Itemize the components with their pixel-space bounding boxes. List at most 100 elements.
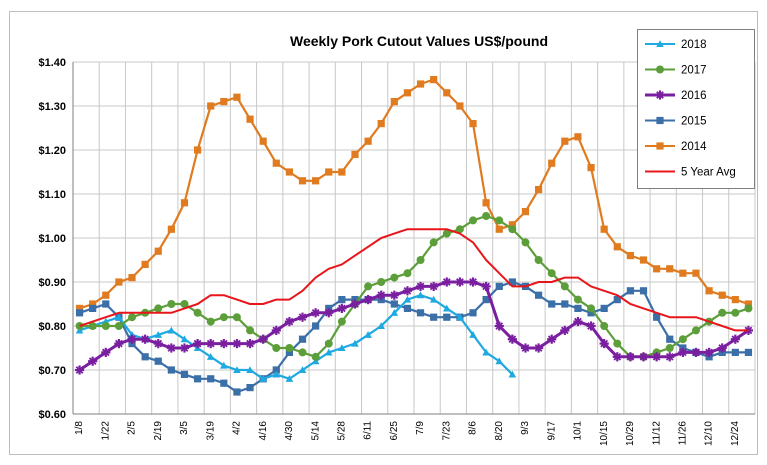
- x-tick-label: 7/9: [415, 421, 426, 435]
- data-point: [167, 225, 175, 233]
- chart-title: Weekly Pork Cutout Values US$/pound: [290, 33, 548, 49]
- x-tick-label: 1/22: [100, 421, 111, 441]
- x-tick-label: 9/3: [520, 421, 531, 435]
- data-point: [128, 274, 136, 282]
- data-point: [192, 339, 203, 349]
- data-point: [744, 300, 753, 308]
- data-point: [167, 366, 175, 374]
- data-point: [442, 277, 452, 287]
- data-point: [612, 352, 622, 362]
- data-point: [655, 90, 665, 100]
- data-point: [495, 225, 503, 233]
- legend-item: 2014: [645, 141, 707, 153]
- data-point: [443, 89, 451, 97]
- legend-label: 2015: [681, 116, 707, 128]
- data-point: [717, 343, 727, 353]
- x-tick-label: 6/25: [389, 421, 400, 441]
- data-point: [153, 339, 163, 349]
- y-tick-label: $1.10: [38, 189, 66, 201]
- data-point: [442, 229, 451, 238]
- data-point: [652, 352, 662, 362]
- data-point: [469, 331, 477, 338]
- data-point: [220, 98, 228, 106]
- data-point: [154, 304, 163, 313]
- data-point: [600, 304, 608, 312]
- data-point: [430, 313, 438, 321]
- x-tick-label: 9/17: [546, 421, 557, 441]
- data-point: [495, 216, 504, 225]
- data-point: [574, 133, 582, 141]
- x-tick-label: 11/26: [678, 421, 689, 446]
- data-point: [639, 287, 648, 295]
- data-point: [285, 168, 294, 176]
- data-point: [508, 370, 517, 378]
- data-point: [521, 238, 530, 247]
- data-point: [298, 366, 307, 374]
- data-point: [534, 291, 543, 299]
- series-line: [79, 294, 514, 380]
- data-point: [179, 343, 190, 353]
- data-point: [403, 269, 412, 278]
- data-point: [298, 335, 307, 343]
- data-point: [599, 339, 609, 349]
- data-point: [403, 304, 412, 312]
- data-point: [351, 150, 359, 158]
- legend-item: 2017: [645, 65, 707, 77]
- y-tick-label: $0.90: [38, 277, 66, 289]
- data-point: [364, 282, 373, 291]
- data-point: [338, 344, 346, 352]
- data-point: [193, 146, 202, 154]
- x-tick-label: 1/8: [74, 421, 85, 435]
- data-point: [429, 281, 439, 291]
- data-point: [114, 322, 123, 330]
- data-point: [285, 375, 294, 382]
- data-point: [638, 352, 649, 362]
- data-point: [285, 348, 294, 356]
- data-point: [534, 186, 543, 194]
- data-point: [272, 159, 280, 167]
- data-point: [443, 313, 451, 321]
- x-tick-label: 10/15: [599, 421, 610, 446]
- data-point: [731, 296, 739, 304]
- data-point: [193, 375, 202, 383]
- data-point: [272, 366, 280, 374]
- data-point: [245, 339, 255, 349]
- data-point: [311, 357, 320, 365]
- data-point: [88, 322, 97, 330]
- data-point: [521, 208, 530, 216]
- data-point: [115, 278, 123, 286]
- data-point: [285, 344, 294, 352]
- data-point: [574, 304, 582, 312]
- data-point: [246, 115, 254, 123]
- data-point: [416, 291, 425, 299]
- data-point: [547, 269, 556, 278]
- data-point: [311, 308, 321, 318]
- data-point: [481, 281, 491, 291]
- series-line: [79, 280, 749, 394]
- data-point: [389, 290, 399, 300]
- data-point: [141, 260, 149, 268]
- y-tick-label: $0.80: [38, 321, 66, 333]
- data-point: [377, 120, 385, 128]
- x-tick-label: 10/1: [573, 421, 584, 441]
- data-point: [678, 347, 688, 357]
- data-point: [127, 334, 137, 344]
- data-point: [324, 348, 333, 356]
- data-point: [731, 308, 740, 317]
- x-tick-label: 4/16: [258, 421, 269, 441]
- data-point: [102, 300, 110, 308]
- data-point: [704, 347, 714, 357]
- data-point: [656, 116, 664, 125]
- data-point: [403, 295, 412, 303]
- legend-item: 2018: [645, 39, 707, 51]
- data-point: [180, 370, 189, 378]
- data-point: [469, 309, 477, 317]
- data-point: [220, 361, 228, 369]
- data-point: [233, 388, 241, 396]
- data-point: [665, 344, 674, 352]
- data-point: [678, 335, 687, 344]
- data-point: [272, 344, 281, 352]
- data-point: [115, 313, 123, 321]
- data-point: [560, 325, 570, 335]
- data-point: [573, 295, 582, 304]
